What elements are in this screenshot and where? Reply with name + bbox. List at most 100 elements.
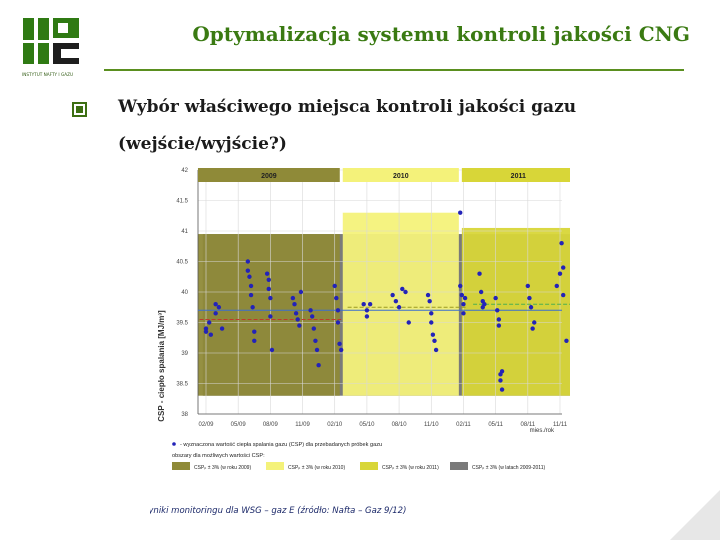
data-point bbox=[310, 314, 315, 319]
data-point bbox=[338, 347, 344, 353]
legend-series-marker bbox=[172, 442, 176, 446]
x-tick-label: 02/10 bbox=[327, 422, 343, 428]
x-tick-label: 05/10 bbox=[359, 422, 375, 428]
data-point bbox=[429, 311, 434, 316]
year-bar-2009 bbox=[197, 168, 340, 182]
data-point bbox=[527, 295, 532, 301]
title-rule bbox=[104, 69, 684, 71]
bullet-square-icon bbox=[72, 102, 87, 117]
data-point bbox=[252, 338, 257, 343]
data-point bbox=[208, 332, 214, 337]
x-tick-label: 11/11 bbox=[553, 422, 568, 428]
data-point bbox=[478, 289, 484, 295]
year-bar-2010 bbox=[342, 168, 459, 182]
data-point bbox=[269, 347, 275, 353]
y-tick-label: 42 bbox=[181, 168, 188, 174]
data-point bbox=[332, 283, 337, 289]
data-point bbox=[361, 302, 366, 307]
x-tick-label: 05/11 bbox=[488, 422, 503, 428]
data-point bbox=[564, 338, 569, 343]
data-point bbox=[499, 387, 505, 392]
data-point bbox=[311, 326, 317, 331]
data-point bbox=[216, 305, 222, 310]
data-point bbox=[462, 295, 468, 301]
y-tick-label: 41 bbox=[181, 229, 188, 235]
data-point bbox=[203, 329, 209, 334]
data-point bbox=[400, 286, 405, 292]
data-point bbox=[525, 283, 531, 289]
legend-swatch bbox=[172, 462, 190, 470]
data-point bbox=[403, 289, 408, 295]
data-point bbox=[393, 298, 399, 304]
legend-swatch bbox=[360, 462, 378, 470]
data-point bbox=[561, 292, 566, 298]
data-point bbox=[337, 341, 342, 347]
y-tick-label: 40 bbox=[181, 290, 188, 296]
logo-text: INSTYTUT NAFTY I GAZU bbox=[22, 72, 73, 77]
y-tick-label: 40.5 bbox=[176, 260, 188, 266]
data-point bbox=[499, 369, 505, 374]
x-tick-label: 08/10 bbox=[392, 422, 408, 428]
data-point bbox=[557, 271, 563, 276]
data-point bbox=[213, 302, 218, 307]
year-label: 2011 bbox=[511, 173, 526, 180]
data-point bbox=[248, 292, 254, 298]
data-point bbox=[430, 332, 436, 337]
data-point bbox=[477, 271, 482, 276]
y-tick-label: 39.5 bbox=[176, 321, 188, 327]
data-point bbox=[482, 302, 487, 307]
data-point bbox=[297, 323, 302, 328]
data-point bbox=[364, 314, 370, 319]
data-point bbox=[266, 286, 271, 292]
data-point bbox=[293, 311, 299, 316]
bullet-text-line2: (wejście/wyjście?) bbox=[118, 134, 287, 154]
data-point bbox=[390, 292, 395, 298]
data-point bbox=[559, 241, 564, 246]
x-axis-label: mies./rok bbox=[530, 428, 555, 434]
year-bar-2011 bbox=[461, 168, 570, 182]
data-point bbox=[213, 311, 218, 316]
legend-area-label: CSPₚ ± 3% (w roku 2010) bbox=[288, 465, 345, 471]
legend-series-text: - wyznaczona wartość ciepła spalania gaz… bbox=[180, 442, 382, 448]
data-point bbox=[207, 320, 212, 325]
region-2010 bbox=[342, 212, 459, 396]
data-point bbox=[264, 271, 270, 276]
y-tick-label: 38 bbox=[181, 412, 188, 418]
data-point bbox=[461, 311, 466, 316]
data-point bbox=[495, 308, 500, 313]
data-point bbox=[532, 320, 537, 325]
data-point bbox=[245, 259, 251, 264]
slide-title: Optymalizacja systemu kontroli jakości C… bbox=[192, 22, 690, 46]
data-point bbox=[308, 308, 313, 313]
x-tick-label: 08/09 bbox=[263, 422, 279, 428]
data-point bbox=[266, 277, 271, 282]
data-point bbox=[498, 378, 503, 383]
data-point bbox=[334, 295, 339, 301]
year-label: 2009 bbox=[261, 173, 277, 180]
x-tick-label: 02/11 bbox=[456, 422, 471, 428]
data-point bbox=[290, 295, 296, 301]
data-point bbox=[316, 363, 321, 368]
data-point bbox=[295, 317, 300, 322]
data-point bbox=[530, 326, 535, 331]
legend-area-label: CSPₚ ± 3% (w roku 2009) bbox=[194, 465, 251, 471]
legend-area-label: CSPₚ ± 3% (w roku 2011) bbox=[382, 465, 439, 471]
x-tick-label: 11/09 bbox=[295, 422, 310, 428]
company-logo: INSTYTUT NAFTY I GAZU bbox=[20, 16, 82, 77]
data-point bbox=[250, 305, 255, 310]
data-point bbox=[458, 283, 463, 289]
x-tick-label: 11/10 bbox=[424, 422, 439, 428]
data-point bbox=[496, 317, 502, 322]
data-point bbox=[314, 347, 320, 353]
data-point bbox=[561, 265, 566, 270]
x-tick-label: 05/09 bbox=[231, 422, 247, 428]
year-label: 2010 bbox=[393, 173, 409, 180]
data-point bbox=[396, 305, 402, 310]
data-point bbox=[298, 289, 304, 295]
data-point bbox=[433, 347, 439, 353]
y-axis-label: CSP - ciepło spalania [MJ/m³] bbox=[157, 310, 166, 422]
data-point bbox=[496, 323, 502, 328]
y-tick-label: 41.5 bbox=[176, 199, 188, 205]
data-point bbox=[406, 320, 411, 325]
data-point bbox=[248, 283, 254, 289]
